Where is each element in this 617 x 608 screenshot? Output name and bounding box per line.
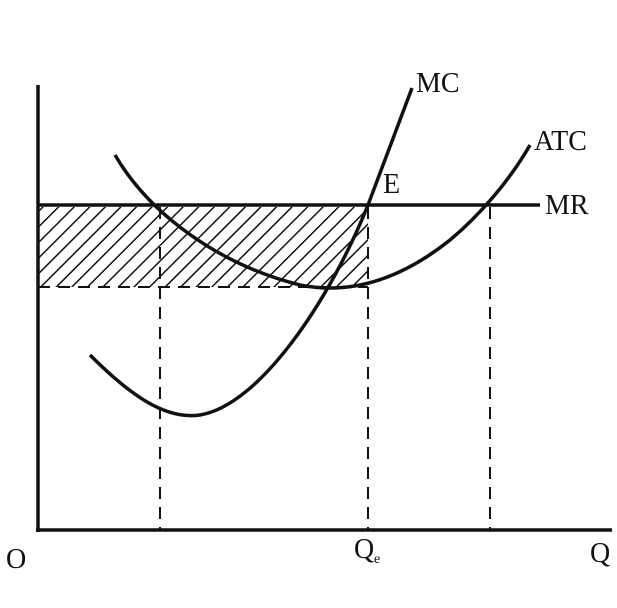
- mc-curve: [88, 87, 414, 418]
- mc-label: MC: [416, 68, 460, 99]
- origin-label: O: [6, 544, 26, 575]
- e-label: E: [383, 169, 400, 200]
- qe-label: Q: [354, 534, 374, 565]
- mr-label: MR: [545, 190, 589, 221]
- profit-area: [38, 207, 368, 287]
- atc-label: ATC: [534, 126, 587, 157]
- q-label: Q: [590, 538, 610, 569]
- qe-subscript: e: [374, 552, 380, 567]
- atc-curve: [113, 144, 532, 290]
